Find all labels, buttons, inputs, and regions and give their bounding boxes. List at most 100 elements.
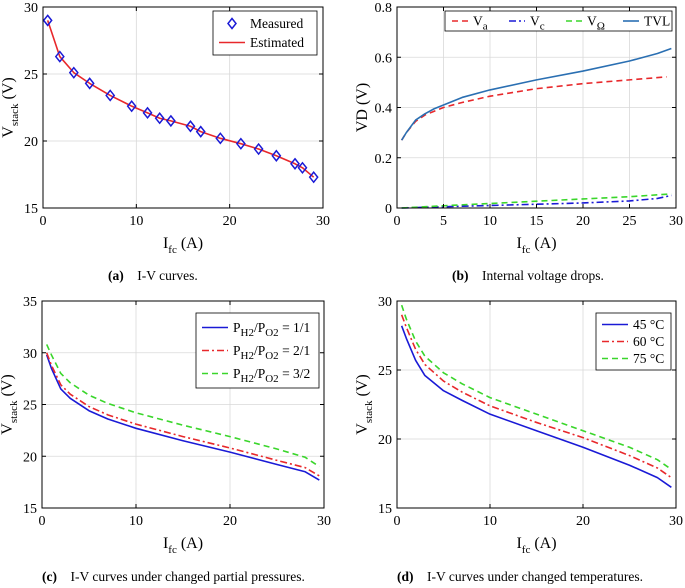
x-tick-label: 10 (483, 514, 497, 529)
x-axis-label-unit: (A) (177, 535, 203, 552)
legend-label-main: P (233, 320, 241, 335)
legend-label: Va (473, 14, 488, 33)
legend-label-main: 60 °C (633, 334, 664, 349)
data-point (84, 77, 95, 90)
series-line-2 (400, 314, 672, 479)
caption-label: (c) (42, 569, 57, 584)
x-axis-label-main: I (516, 535, 521, 552)
y-tick-label: 15 (23, 502, 37, 517)
legend-label-main: 75 °C (633, 351, 664, 366)
legend-label-main2: /P (254, 320, 265, 335)
legend-label: Estimated (250, 35, 304, 50)
legend-label-sub: a (483, 21, 488, 33)
data-point (54, 50, 65, 63)
x-tick-label: 30 (669, 214, 683, 229)
y-tick-label: 30 (24, 1, 38, 16)
y-tick-label: 0 (385, 202, 392, 217)
x-axis-label-sub: fc (168, 544, 177, 556)
legend-label: PH2/PO2 = 1/1 (233, 320, 310, 339)
y-axis-label-unit: (V) (0, 374, 16, 400)
y-axis-label-main: V (0, 126, 17, 138)
legend-label-main: V (587, 14, 597, 29)
data-point (290, 157, 300, 170)
legend-label-suffix: = 1/1 (279, 320, 311, 335)
chart-panel-a: 0 10 20 30 15 20 25 30 Ifc (A) Vstack (V) Measured… (0, 1, 330, 283)
axes-box (42, 6, 324, 209)
legend-label: PH2/PO2 = 3/2 (233, 366, 310, 385)
x-axis-label: Ifc (A) (516, 235, 556, 256)
series-line-1 (400, 76, 667, 141)
series-line-1 (45, 354, 320, 481)
x-tick-label: 15 (530, 214, 544, 229)
legend-box (444, 10, 673, 32)
legend-box (195, 312, 320, 389)
caption-label: (d) (397, 569, 414, 584)
data-point (154, 112, 165, 125)
data-point (271, 149, 282, 162)
legend-label-sub: Ω (597, 21, 605, 33)
legend-label-sub2: O2 (265, 327, 278, 339)
data-point (105, 89, 116, 102)
y-tick-label: 0.4 (375, 102, 393, 117)
caption: (d) I-V curves under changed temperature… (397, 569, 643, 584)
y-axis-label-unit: (V) (354, 374, 371, 400)
data-point (235, 137, 246, 150)
y-tick-label: 30 (378, 295, 392, 310)
data-point (165, 114, 176, 128)
y-axis-label-sub: stack (8, 400, 20, 423)
legend-label-sub: H2 (241, 350, 254, 362)
data-point (126, 99, 137, 113)
legend-label: 45 °C (633, 317, 664, 332)
y-tick-label: 20 (24, 135, 38, 150)
y-axis-label: Vstack (V) (0, 77, 21, 137)
x-axis-label-main: I (516, 235, 521, 252)
x-tick-label: 25 (623, 214, 637, 229)
data-point (253, 142, 264, 156)
caption: (a) I-V curves. (108, 268, 198, 283)
chart-panel-b: 0 5 10 15 20 25 30 0 0.2 0.4 0.6 0.8 Ifc (A) VD (V) Va… (354, 1, 683, 283)
x-axis-label: Ifc (A) (516, 535, 556, 556)
caption-label: (b) (452, 268, 469, 283)
legend: Measured Estimated (212, 10, 318, 56)
x-tick-label: 10 (129, 514, 143, 529)
x-axis-label-sub: fc (522, 244, 531, 256)
y-tick-label: 25 (24, 68, 38, 83)
y-tick-label: 30 (23, 347, 37, 362)
legend-label-sub2: O2 (265, 350, 278, 362)
x-tick-label: 0 (39, 514, 46, 529)
x-tick-label: 20 (576, 514, 590, 529)
legend-label-main2: /P (254, 366, 265, 381)
y-axis-label-unit: (V) (0, 77, 17, 103)
y-tick-label: 20 (23, 450, 37, 465)
y-axis-label-sub: stack (363, 400, 375, 423)
legend-box (212, 10, 318, 56)
x-tick-label: 30 (316, 214, 330, 229)
x-axis-label-sub: fc (522, 544, 531, 556)
caption-label: (a) (108, 268, 124, 283)
legend-label-suffix: = 2/1 (279, 343, 311, 358)
x-tick-label: 20 (223, 514, 237, 529)
legend-label-suffix: = 3/2 (279, 366, 311, 381)
y-tick-label: 25 (378, 364, 392, 379)
y-axis-label-main: VD (354, 109, 371, 132)
series-line-2 (401, 194, 672, 209)
caption-text: Internal voltage drops. (469, 268, 604, 283)
chart-panel-d: 0 10 20 30 15 20 25 30 Ifc (A) Vstack (V) 45 °C 60 … (354, 295, 683, 584)
y-axis-label-sub: stack (9, 103, 21, 126)
legend-label-main: P (233, 366, 241, 381)
y-tick-label: 35 (23, 295, 37, 310)
y-axis-label-unit: (V) (354, 83, 371, 109)
legend-label-main: V (473, 14, 483, 29)
data-point (42, 14, 53, 27)
x-tick-label: 0 (40, 214, 47, 229)
legend-label-main: TVL (644, 14, 670, 29)
x-axis-label-main: I (163, 235, 168, 252)
x-tick-label: 5 (440, 214, 447, 229)
data-point (195, 125, 206, 138)
y-tick-label: 15 (24, 202, 38, 217)
series-line-4 (400, 47, 672, 141)
legend-label-sub: H2 (241, 327, 254, 339)
series-line-3 (45, 344, 320, 468)
legend-label: 75 °C (633, 351, 664, 366)
